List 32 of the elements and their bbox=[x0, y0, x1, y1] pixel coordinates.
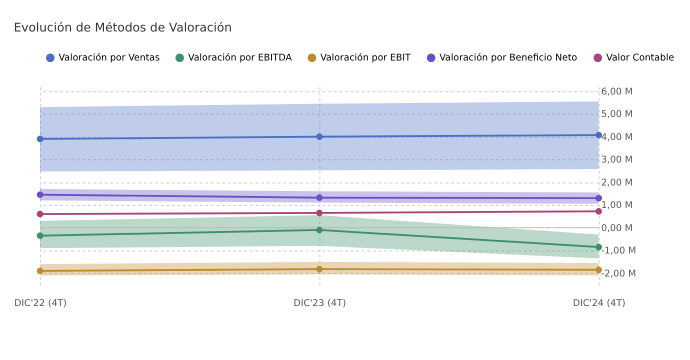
y-tick-label: 0,00 M bbox=[601, 222, 633, 234]
legend-label: Valoración por Ventas bbox=[58, 52, 160, 64]
point bbox=[316, 194, 323, 201]
point bbox=[595, 266, 602, 274]
y-tick-label: -2,00 M bbox=[601, 268, 636, 280]
point bbox=[36, 136, 44, 142]
point bbox=[36, 268, 44, 274]
point bbox=[316, 266, 323, 272]
legend-label: Valoración por Beneficio Neto bbox=[440, 52, 578, 64]
point bbox=[36, 191, 44, 198]
point bbox=[595, 194, 602, 202]
y-tick-label: 6,00 M bbox=[601, 86, 633, 98]
y-tick-label: 5,00 M bbox=[601, 109, 633, 120]
point bbox=[36, 232, 44, 239]
y-tick-label: 1,00 M bbox=[601, 200, 633, 212]
point bbox=[316, 210, 323, 216]
chart-title: Evolución de Métodos de Valoración bbox=[14, 20, 232, 35]
x-tick-label: DIC'23 (4T) bbox=[294, 298, 346, 309]
y-tick-label: -1,00 M bbox=[601, 246, 636, 257]
legend-label: Valoración por EBIT bbox=[320, 52, 412, 64]
y-tick-label: 4,00 M bbox=[601, 132, 633, 143]
y-tick-label: 3,00 M bbox=[601, 154, 633, 166]
x-tick-label: DIC'24 (4T) bbox=[572, 298, 626, 309]
point bbox=[316, 226, 323, 234]
point bbox=[595, 208, 602, 215]
point bbox=[36, 210, 44, 218]
y-tick-label: 2,00 M bbox=[601, 177, 633, 188]
legend-label: Valor Contable bbox=[606, 52, 674, 64]
point bbox=[595, 244, 602, 250]
x-tick-label: DIC'22 (4T) bbox=[14, 298, 67, 309]
point bbox=[316, 133, 323, 140]
legend-label: Valoración por EBITDA bbox=[188, 52, 292, 64]
